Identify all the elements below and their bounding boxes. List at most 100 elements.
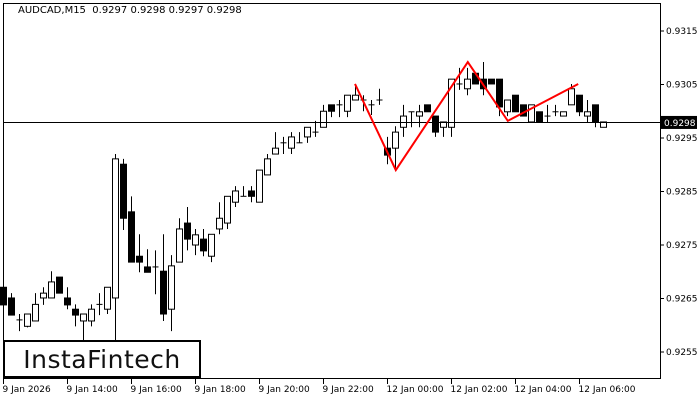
time-tick-label: 12 Jan 06:00 [579, 385, 636, 395]
candle [392, 126, 399, 168]
candle [32, 293, 39, 322]
candle-body [576, 94, 583, 113]
candle [368, 100, 375, 115]
candle [456, 67, 463, 90]
candle-body [320, 110, 327, 128]
candle [504, 99, 511, 117]
candle [400, 104, 407, 137]
candle [304, 126, 311, 143]
candle-body [80, 313, 87, 322]
price-tick-label: 0.9255 [666, 348, 698, 358]
time-tick-label: 9 Jan 18:00 [195, 385, 247, 395]
candle [40, 287, 47, 305]
candle [184, 207, 191, 251]
candle-body [560, 111, 567, 117]
candle-body [192, 234, 199, 246]
time-tick-label: 12 Jan 04:00 [515, 385, 572, 395]
time-tick-label: 12 Jan 00:00 [387, 385, 444, 395]
candle [320, 104, 327, 128]
candle-body [592, 104, 599, 123]
candle [96, 293, 103, 316]
current-price-label: 0.9298 [664, 119, 696, 129]
candle-body [392, 131, 399, 149]
candle-body [104, 286, 111, 310]
candle [288, 132, 295, 155]
candle-body [496, 78, 503, 108]
candle [512, 94, 519, 113]
symbol-label: AUDCAD,M15 [18, 5, 86, 16]
candle [112, 154, 119, 346]
candle [552, 104, 559, 117]
candle [296, 132, 303, 144]
candle-body [328, 104, 335, 112]
candle-body [144, 266, 151, 273]
candle-body [304, 126, 311, 138]
candle-body [128, 211, 135, 263]
chart-title: AUDCAD,M15 0.9297 0.9298 0.9297 0.9298 [18, 5, 242, 16]
candle-body [344, 94, 351, 112]
candle [240, 186, 247, 197]
candle-body [568, 88, 575, 106]
candle [584, 100, 591, 122]
candle-body [176, 228, 183, 263]
time-tick-label: 9 Jan 16:00 [131, 385, 183, 395]
candle-body [8, 297, 15, 316]
candle [424, 104, 431, 113]
candle-body [536, 111, 543, 123]
candle-body [264, 158, 271, 176]
candle-body [24, 313, 31, 327]
candle-body [512, 94, 519, 113]
price-tick-label: 0.9305 [666, 81, 698, 91]
candle [24, 313, 31, 328]
price-tick-label: 0.9315 [666, 27, 698, 37]
price-tick-label: 0.9275 [666, 241, 698, 251]
candle [72, 304, 79, 327]
candle [576, 94, 583, 117]
candle [376, 88, 383, 105]
candle-body [112, 158, 119, 299]
candle-body [432, 115, 439, 133]
current-price-badge [661, 115, 697, 129]
candle-body [400, 115, 407, 128]
candle-body [464, 78, 471, 90]
candle [280, 136, 287, 155]
candle [544, 104, 551, 122]
candle-body [56, 276, 63, 294]
candle [408, 111, 415, 128]
price-tick-label: 0.9265 [666, 295, 698, 305]
time-tick-label: 9 Jan 14:00 [67, 385, 119, 395]
candle [104, 286, 111, 315]
ohlc-readout: 0.9297 0.9298 0.9297 0.9298 [92, 5, 242, 16]
candle-body [0, 286, 7, 306]
candle [168, 255, 175, 332]
candle [176, 218, 183, 263]
candle-body [488, 78, 495, 85]
pattern-line [354, 60, 579, 173]
candle [136, 234, 143, 273]
candle [248, 186, 255, 203]
candle [448, 78, 455, 137]
candle-body [120, 163, 127, 219]
candle [264, 154, 271, 176]
candle [536, 111, 543, 123]
pattern-polyline [354, 60, 579, 173]
candle-body [216, 217, 223, 230]
candle [336, 100, 343, 118]
candle [232, 186, 239, 208]
candle [464, 67, 471, 96]
candle [144, 249, 151, 273]
candle [192, 228, 199, 256]
candle-body [504, 99, 511, 113]
candle [256, 169, 263, 203]
time-axis: 9 Jan 2026 9 Jan 14:00 9 Jan 16:00 9 Jan 18… [3, 379, 636, 395]
candle [88, 304, 95, 327]
candle [560, 111, 567, 117]
candle-body [224, 195, 231, 224]
time-tick-label: 9 Jan 20:00 [259, 385, 311, 395]
candle [224, 195, 231, 229]
candle [160, 234, 167, 321]
candle [312, 120, 319, 137]
candle [0, 285, 7, 309]
candle-body [416, 111, 423, 117]
